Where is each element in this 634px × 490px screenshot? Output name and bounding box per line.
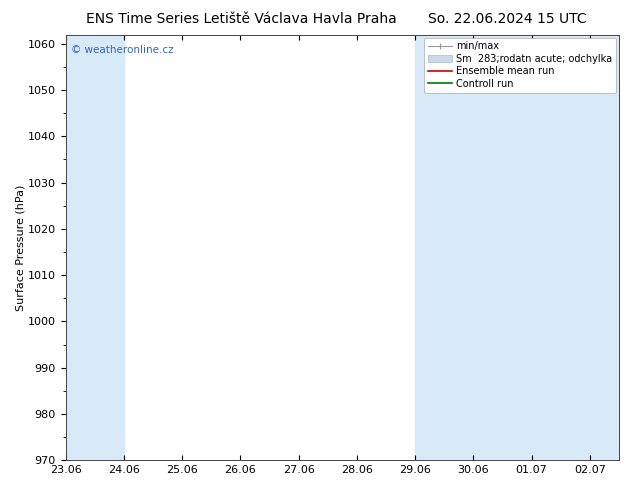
Y-axis label: Surface Pressure (hPa): Surface Pressure (hPa)	[15, 184, 25, 311]
Text: © weatheronline.cz: © weatheronline.cz	[71, 45, 174, 55]
Bar	[66, 35, 124, 460]
Bar	[415, 35, 474, 460]
Bar	[474, 35, 532, 460]
Text: So. 22.06.2024 15 UTC: So. 22.06.2024 15 UTC	[428, 12, 586, 26]
Legend: min/max, Sm  283;rodatn acute; odchylka, Ensemble mean run, Controll run: min/max, Sm 283;rodatn acute; odchylka, …	[424, 38, 616, 93]
Text: ENS Time Series Letiště Václava Havla Praha: ENS Time Series Letiště Václava Havla Pr…	[86, 12, 396, 26]
Bar	[532, 35, 619, 460]
